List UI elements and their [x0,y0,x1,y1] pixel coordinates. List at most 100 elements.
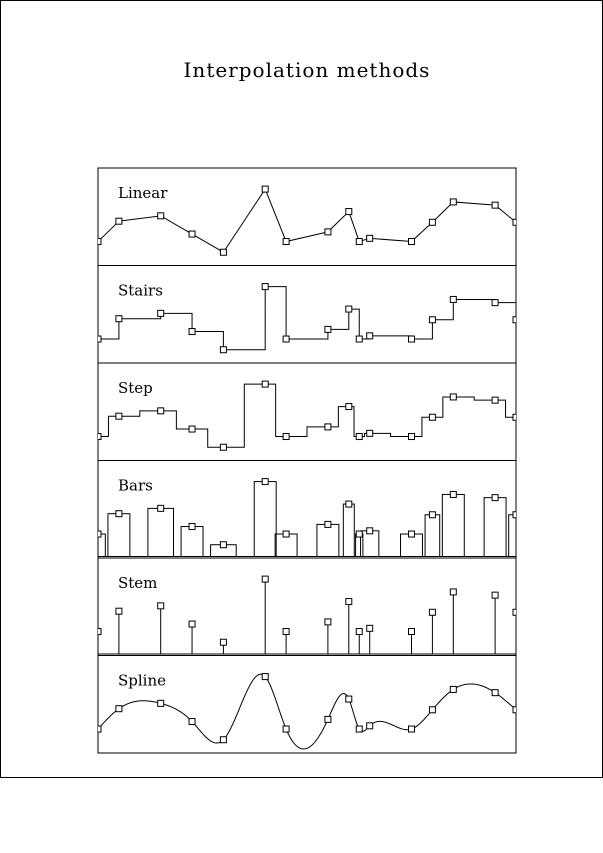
plot-area [98,283,516,354]
data-point [408,530,415,538]
panels: Linear Stairs Step Bars Stem Spline [97,167,517,754]
data-point [261,185,269,193]
data-point [324,520,332,528]
data-point [188,523,196,531]
data-point [219,638,227,646]
data-point [188,328,196,336]
data-point [449,295,457,303]
data-point [282,238,290,246]
panel-step: Step [97,362,517,461]
data-point [115,217,123,225]
data-point [449,198,457,206]
panel-stem: Stem [97,557,517,656]
data-point [115,412,123,420]
panel-label: Step [118,379,153,397]
data-point [449,588,457,596]
bar [180,526,204,557]
linear-line [98,188,516,253]
data-point [324,325,332,333]
data-point [345,598,353,606]
data-point [355,238,363,246]
data-point [98,238,102,246]
data-point [115,315,123,323]
bar [424,514,441,558]
data-point [366,332,374,340]
data-point [157,407,165,415]
panel-label: Linear [118,184,168,202]
data-point [98,725,102,733]
data-point [512,316,516,324]
data-point [115,705,123,713]
data-point [219,248,227,256]
data-point [366,429,374,437]
data-point [491,299,499,307]
data-point [219,443,227,451]
data-point [219,346,227,354]
data-point [282,628,290,636]
panel-label: Spline [118,672,166,690]
panel-label: Stairs [118,282,163,300]
data-point [261,575,269,583]
data-point [219,736,227,744]
bar [483,497,507,557]
data-point [345,695,353,703]
data-point [428,511,436,519]
panel-bars: Bars [97,460,517,559]
data-point [408,725,415,733]
data-point [98,335,102,343]
data-point [366,527,374,535]
bar [441,493,465,558]
data-point [188,620,196,628]
data-point [157,602,165,610]
bar [253,481,277,558]
data-point [324,715,332,723]
plot-area [98,185,516,256]
data-point [345,403,353,411]
data-point [157,309,165,317]
data-point [512,511,516,519]
data-point [324,618,332,626]
chart-title: Interpolation methods [184,58,431,82]
bar [342,503,355,558]
plot-area [98,673,516,750]
data-point [491,689,499,697]
panel-stairs: Stairs [97,265,517,364]
data-point [324,228,332,236]
data-point [219,541,227,549]
data-point [188,718,196,726]
data-point [512,706,516,714]
data-point [355,433,363,441]
data-point [282,335,290,343]
data-point [512,218,516,226]
data-point [449,393,457,401]
panel-label: Stem [118,574,157,592]
data-point [355,335,363,343]
data-point [324,423,332,431]
data-point [428,608,436,616]
data-point [512,413,516,421]
panel-spline: Spline [97,655,517,754]
data-point [98,433,102,441]
plot-area [98,380,516,451]
step-line [98,383,516,448]
data-point [157,699,165,707]
data-point [408,238,415,246]
data-point [115,510,123,518]
panel-label: Bars [118,477,153,495]
data-point [408,335,415,343]
data-point [428,413,436,421]
data-point [98,530,102,538]
plot-area [98,478,516,558]
data-point [261,478,269,486]
data-point [408,628,415,636]
data-point [366,234,374,242]
data-point [261,380,269,388]
data-point [282,725,290,733]
panel-frame [97,655,517,754]
data-point [491,591,499,599]
data-point [188,230,196,238]
data-point [428,706,436,714]
data-point [115,607,123,615]
